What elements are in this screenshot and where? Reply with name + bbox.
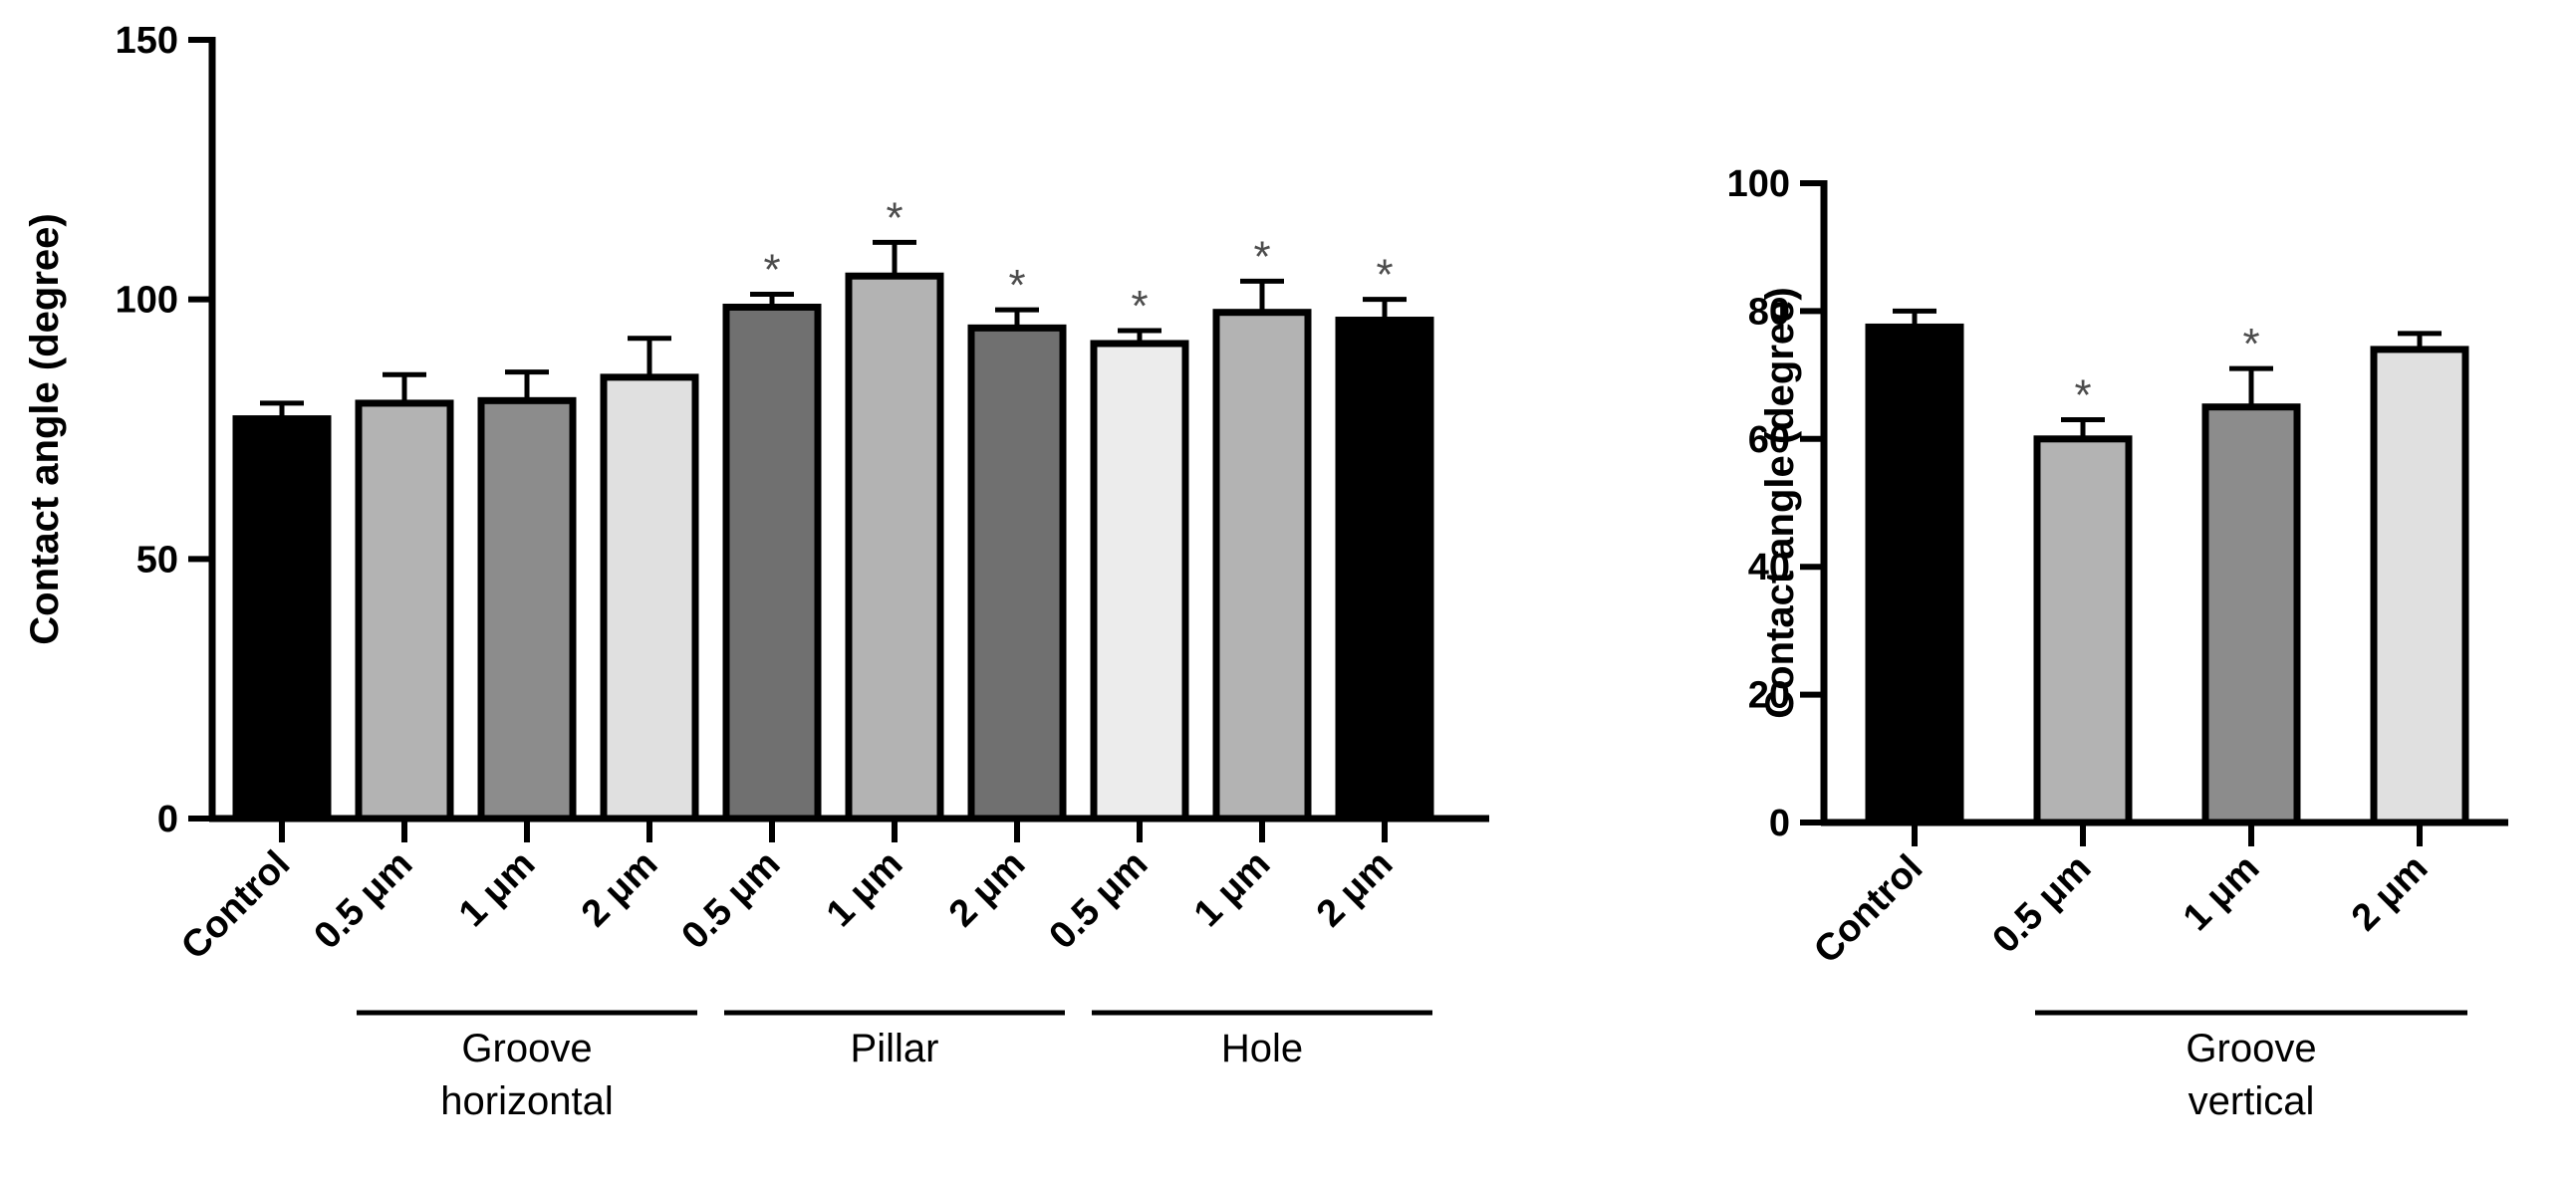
y-tick-label: 20 (1748, 675, 1790, 717)
x-tick-label: Control (1806, 847, 1931, 972)
x-tick-label: 0.5 μm (674, 843, 789, 958)
group-label: Hole (1221, 1027, 1303, 1070)
bar (232, 415, 332, 823)
bar (2370, 346, 2469, 826)
bar (845, 272, 944, 823)
x-tick-label: 0.5 μm (307, 843, 421, 958)
bar (722, 303, 822, 823)
x-tick-label: 0.5 μm (1985, 847, 2100, 962)
y-tick-label: 0 (1769, 803, 1790, 844)
x-tick-label: 2 μm (941, 843, 1033, 935)
y-tick-label: 40 (1748, 547, 1790, 588)
bar (2201, 403, 2301, 826)
significance-star: * (1008, 261, 1025, 310)
bar (477, 396, 577, 823)
x-tick-label: 1 μm (2176, 847, 2267, 939)
y-tick-label: 150 (116, 20, 178, 62)
y-tick-label: 0 (157, 799, 178, 840)
bar (600, 373, 699, 823)
significance-star: * (1376, 251, 1393, 300)
significance-star: * (763, 245, 780, 294)
bar (1090, 340, 1189, 823)
bar (2033, 435, 2133, 826)
chart-left: * * * * * * 0 50 100 150 Contact angle (degree) Con… (23, 20, 1489, 1123)
x-tick-label: 1 μm (451, 843, 543, 935)
significance-star: * (2074, 371, 2091, 420)
x-tick-label: Control (173, 843, 298, 968)
y-axis-title: Contact angle (degree) (1758, 287, 1802, 718)
group-label: Groove (2186, 1027, 2316, 1070)
x-tick-label: 2 μm (2344, 847, 2436, 939)
x-tick-label: 2 μm (574, 843, 665, 935)
bar (967, 324, 1067, 823)
x-tick-label: 1 μm (1186, 843, 1278, 935)
significance-star: * (1131, 282, 1148, 331)
y-tick-label: 80 (1748, 291, 1790, 333)
group-label: vertical (2189, 1079, 2315, 1123)
y-tick-label: 60 (1748, 419, 1790, 461)
group-label: Pillar (851, 1027, 939, 1070)
bar (355, 399, 454, 823)
bar (1865, 323, 1964, 826)
chart-right: * * 0 20 40 60 80 100 Contact angle (degree) Cont… (1727, 163, 2508, 1123)
y-tick-label: 50 (136, 539, 178, 581)
bar (1212, 309, 1312, 823)
x-tick-label: 2 μm (1309, 843, 1401, 935)
y-axis-title: Contact angle (degree) (23, 213, 67, 644)
y-tick-label: 100 (116, 280, 178, 322)
significance-star: * (1253, 232, 1270, 281)
group-label: horizontal (440, 1079, 613, 1123)
bar (1335, 317, 1434, 823)
x-tick-label: 0.5 μm (1042, 843, 1157, 958)
significance-star: * (886, 193, 902, 242)
significance-star: * (2242, 320, 2259, 368)
y-tick-label: 100 (1727, 163, 1790, 205)
x-tick-label: 1 μm (819, 843, 910, 935)
group-label: Groove (461, 1027, 592, 1070)
